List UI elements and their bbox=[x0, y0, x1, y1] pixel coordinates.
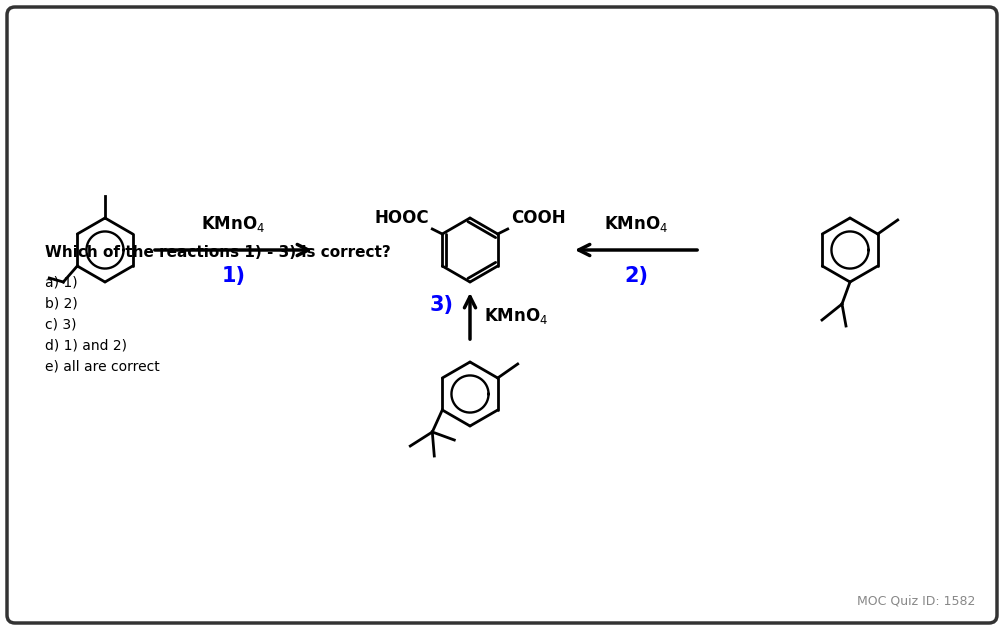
Text: b) 2): b) 2) bbox=[45, 296, 77, 310]
Text: c) 3): c) 3) bbox=[45, 317, 76, 331]
Text: 3): 3) bbox=[429, 295, 453, 315]
Text: 1): 1) bbox=[222, 266, 246, 286]
Text: KMnO$_4$: KMnO$_4$ bbox=[483, 306, 548, 326]
Text: d) 1) and 2): d) 1) and 2) bbox=[45, 338, 126, 352]
FancyBboxPatch shape bbox=[7, 7, 996, 623]
Text: HOOC: HOOC bbox=[374, 209, 429, 227]
Text: a) 1): a) 1) bbox=[45, 275, 77, 289]
Text: Which of the reactions 1) - 3) is correct?: Which of the reactions 1) - 3) is correc… bbox=[45, 245, 390, 260]
Text: KMnO$_4$: KMnO$_4$ bbox=[603, 214, 667, 234]
Text: COOH: COOH bbox=[511, 209, 565, 227]
Text: MOC Quiz ID: 1582: MOC Quiz ID: 1582 bbox=[856, 595, 974, 608]
Text: KMnO$_4$: KMnO$_4$ bbox=[202, 214, 266, 234]
Text: e) all are correct: e) all are correct bbox=[45, 359, 159, 373]
Text: 2): 2) bbox=[624, 266, 647, 286]
